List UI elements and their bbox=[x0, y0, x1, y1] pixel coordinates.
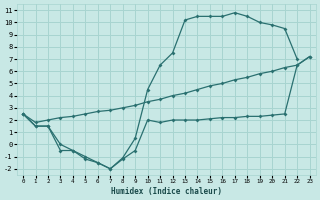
X-axis label: Humidex (Indice chaleur): Humidex (Indice chaleur) bbox=[111, 187, 222, 196]
